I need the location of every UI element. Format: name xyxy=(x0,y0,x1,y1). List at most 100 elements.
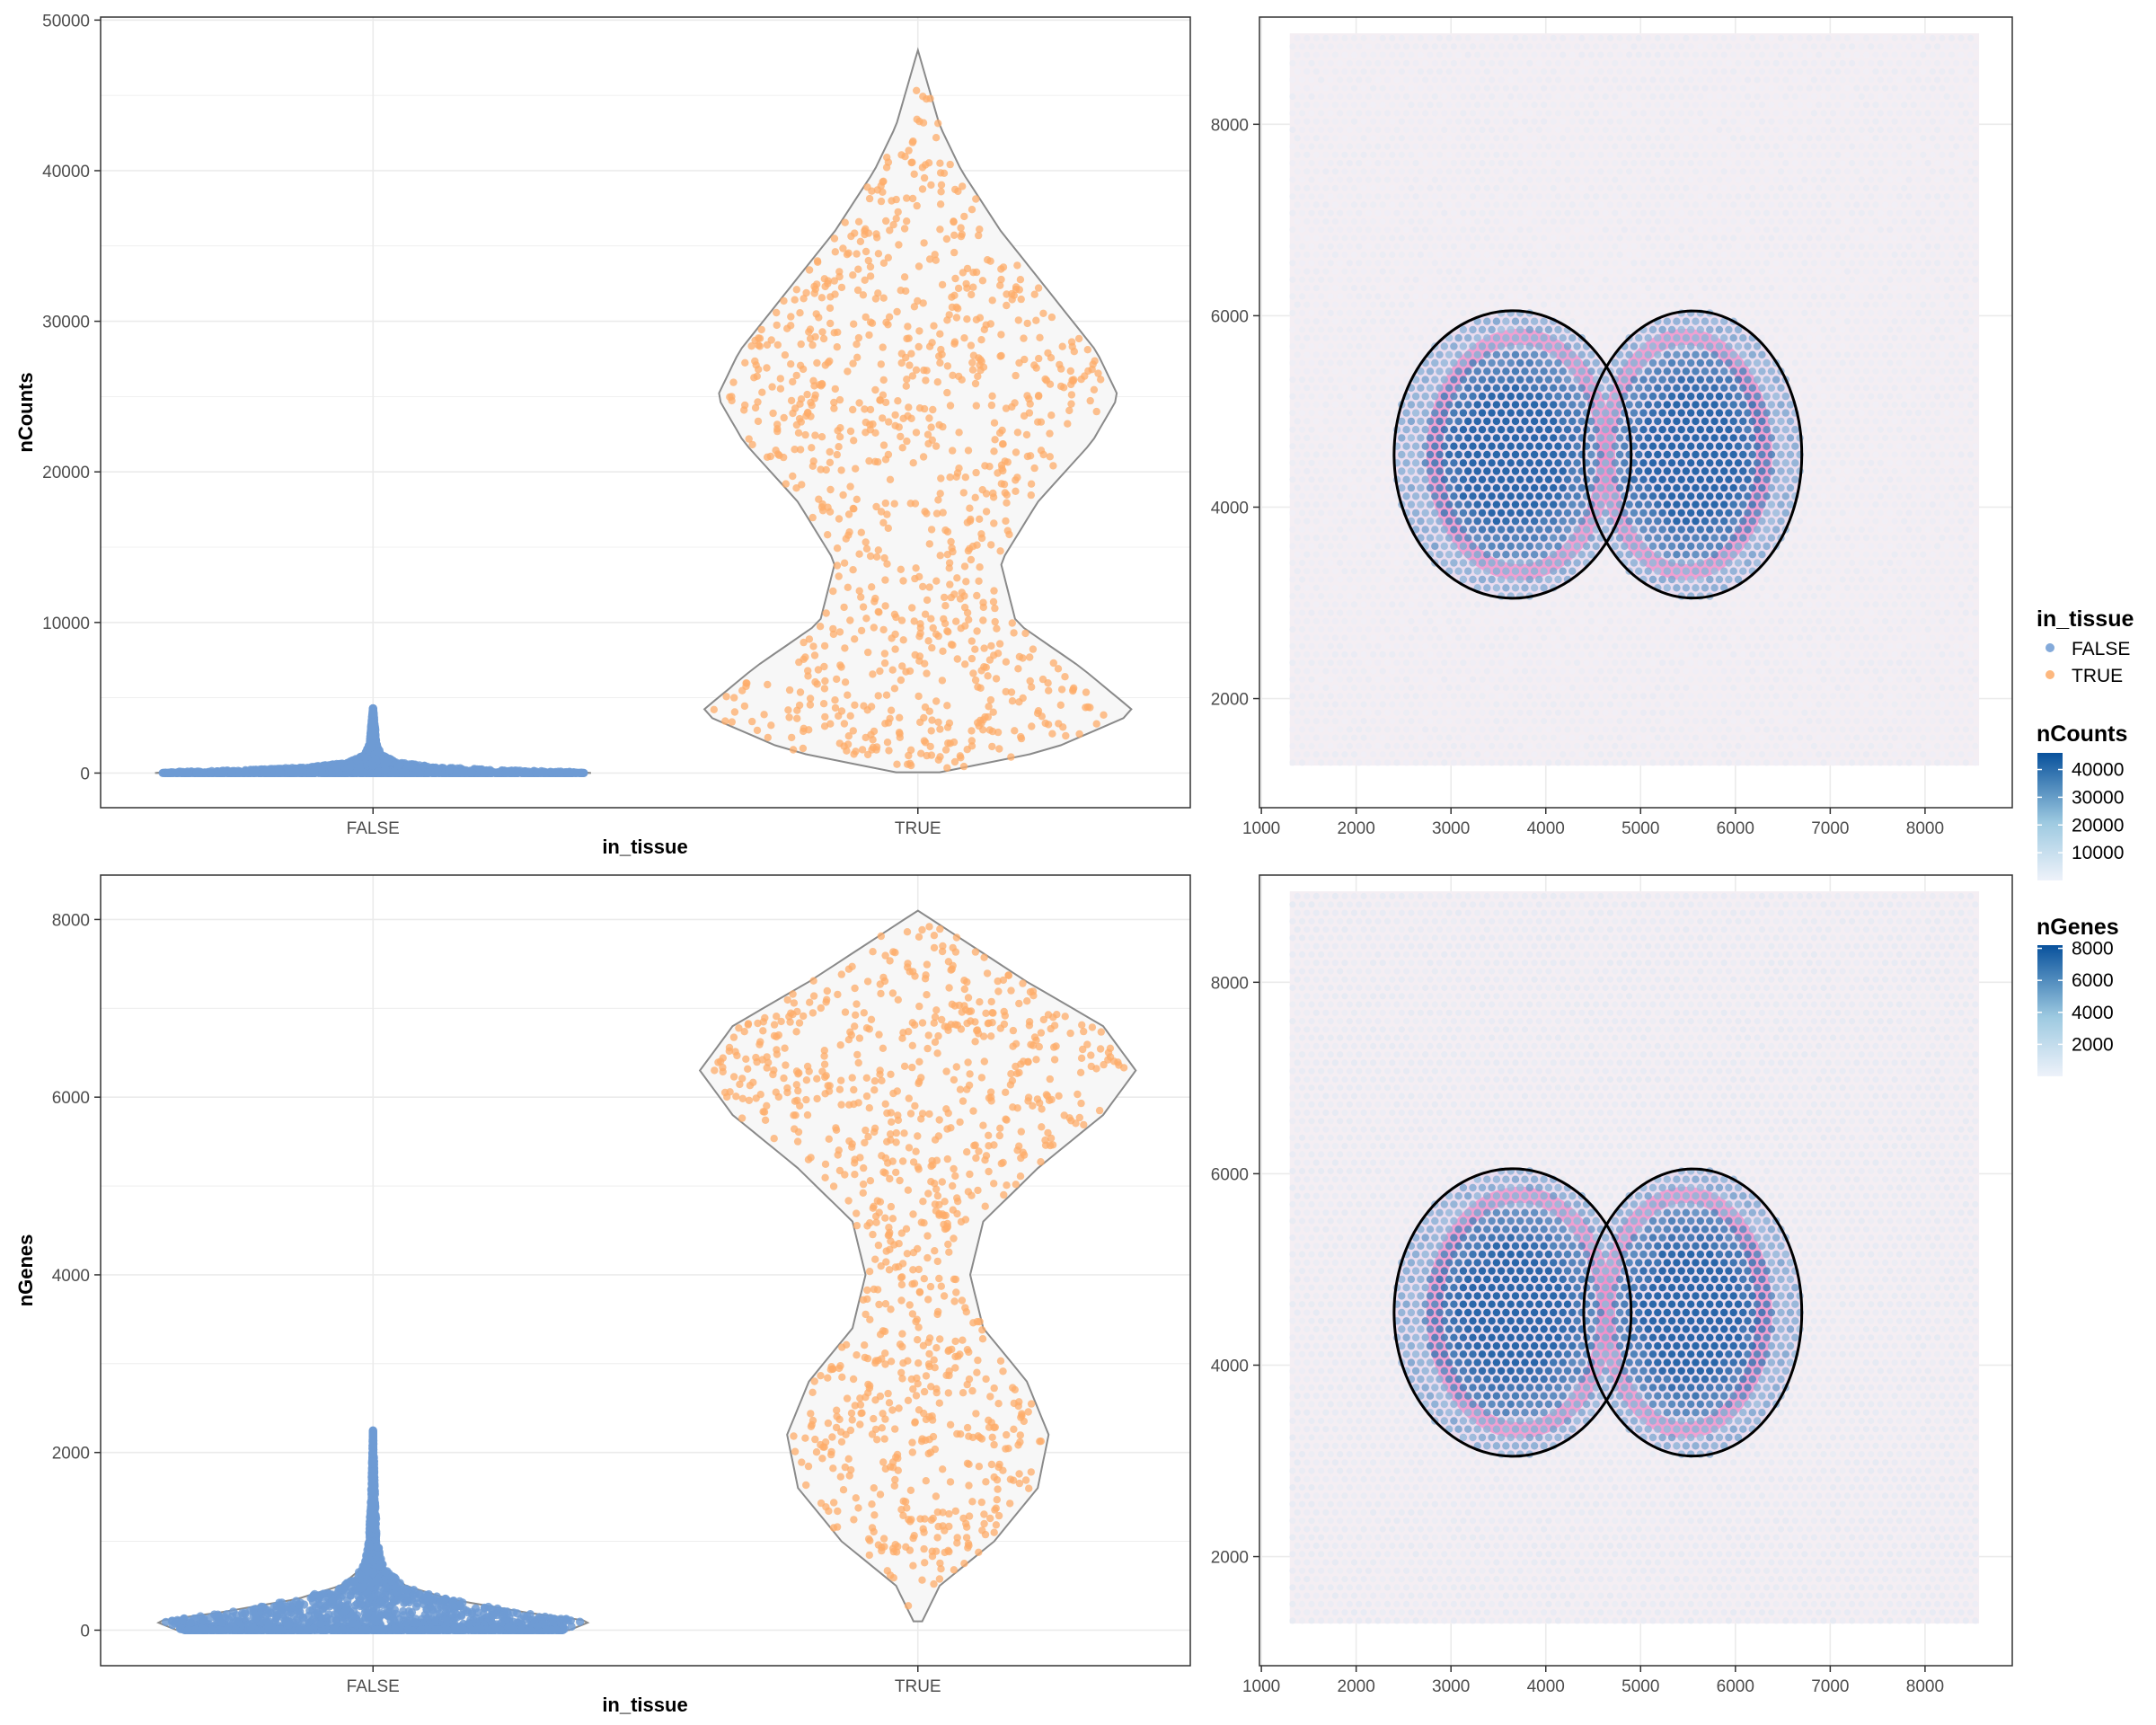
data-point xyxy=(845,528,853,536)
data-point xyxy=(870,624,878,632)
data-point xyxy=(988,296,996,305)
data-point xyxy=(829,630,838,639)
data-point xyxy=(902,287,910,296)
data-point xyxy=(879,441,888,449)
data-point xyxy=(925,583,933,591)
data-point xyxy=(938,350,946,358)
data-point xyxy=(927,181,935,190)
data-point xyxy=(368,709,377,719)
data-point xyxy=(1035,392,1043,400)
data-point xyxy=(882,691,891,699)
data-point xyxy=(851,229,859,237)
data-point xyxy=(853,353,862,361)
data-point xyxy=(994,650,1003,658)
data-point xyxy=(826,458,835,466)
data-point xyxy=(1015,652,1024,661)
data-point xyxy=(965,615,973,624)
data-point xyxy=(822,465,830,474)
data-point xyxy=(729,378,738,386)
data-point xyxy=(949,641,957,650)
data-point xyxy=(1056,701,1065,709)
data-point xyxy=(932,697,941,705)
data-point xyxy=(1066,367,1075,376)
data-point xyxy=(821,712,829,721)
data-point xyxy=(881,499,889,508)
data-point xyxy=(906,361,914,369)
data-point xyxy=(452,768,461,778)
data-point xyxy=(990,447,998,456)
data-point xyxy=(1015,358,1023,367)
data-point xyxy=(991,436,999,444)
data-point xyxy=(979,603,988,612)
data-point xyxy=(915,692,923,701)
data-point xyxy=(985,463,994,471)
data-point xyxy=(183,768,192,778)
data-point xyxy=(887,706,896,714)
data-point xyxy=(866,420,874,429)
data-point xyxy=(915,327,923,335)
data-point xyxy=(336,759,345,768)
data-point xyxy=(809,376,817,385)
data-point xyxy=(894,208,902,217)
data-point xyxy=(949,547,957,556)
data-point xyxy=(1010,629,1018,637)
data-point xyxy=(773,321,781,330)
data-point xyxy=(742,682,750,691)
data-point xyxy=(905,403,913,411)
data-point xyxy=(854,333,863,342)
data-point xyxy=(987,541,995,549)
data-point xyxy=(963,315,971,323)
data-point xyxy=(936,552,944,560)
data-point xyxy=(1001,489,1010,497)
data-point xyxy=(1044,349,1052,358)
data-point xyxy=(950,590,959,598)
data-point xyxy=(808,462,817,470)
data-point xyxy=(868,583,876,591)
data-point xyxy=(964,546,973,555)
data-point xyxy=(1033,709,1042,718)
data-point xyxy=(855,550,863,558)
data-point xyxy=(849,727,857,735)
data-point xyxy=(879,343,887,351)
data-point xyxy=(785,686,794,694)
data-point xyxy=(741,401,749,410)
data-point xyxy=(1036,333,1044,341)
data-point xyxy=(890,685,899,693)
data-point xyxy=(880,659,889,668)
data-point xyxy=(849,566,857,574)
data-point xyxy=(961,473,970,482)
data-point xyxy=(985,656,994,664)
data-point xyxy=(943,627,951,635)
data-point xyxy=(310,767,319,777)
data-point xyxy=(862,615,870,623)
data-point xyxy=(831,385,839,394)
data-point xyxy=(836,424,844,432)
data-point xyxy=(871,385,879,394)
data-point xyxy=(885,747,893,755)
data-point xyxy=(791,404,800,412)
data-point xyxy=(750,374,758,382)
data-point xyxy=(775,451,783,459)
data-point xyxy=(967,555,976,564)
data-point xyxy=(1092,407,1100,416)
data-point xyxy=(955,464,963,473)
data-point xyxy=(857,626,866,635)
data-point xyxy=(915,262,923,270)
data-point xyxy=(835,395,844,404)
data-point xyxy=(1002,658,1011,666)
data-point xyxy=(864,648,872,657)
data-point xyxy=(1034,284,1043,292)
data-point xyxy=(830,329,838,337)
data-point xyxy=(884,719,893,727)
data-point xyxy=(959,762,968,771)
data-point xyxy=(877,181,885,190)
data-point xyxy=(946,402,955,410)
data-point xyxy=(1017,295,1025,304)
data-point xyxy=(996,547,1004,555)
data-point xyxy=(980,325,989,333)
data-point xyxy=(979,363,988,371)
data-point xyxy=(877,508,886,516)
data-point xyxy=(923,367,931,375)
data-point xyxy=(902,382,910,390)
data-point xyxy=(1011,727,1019,735)
